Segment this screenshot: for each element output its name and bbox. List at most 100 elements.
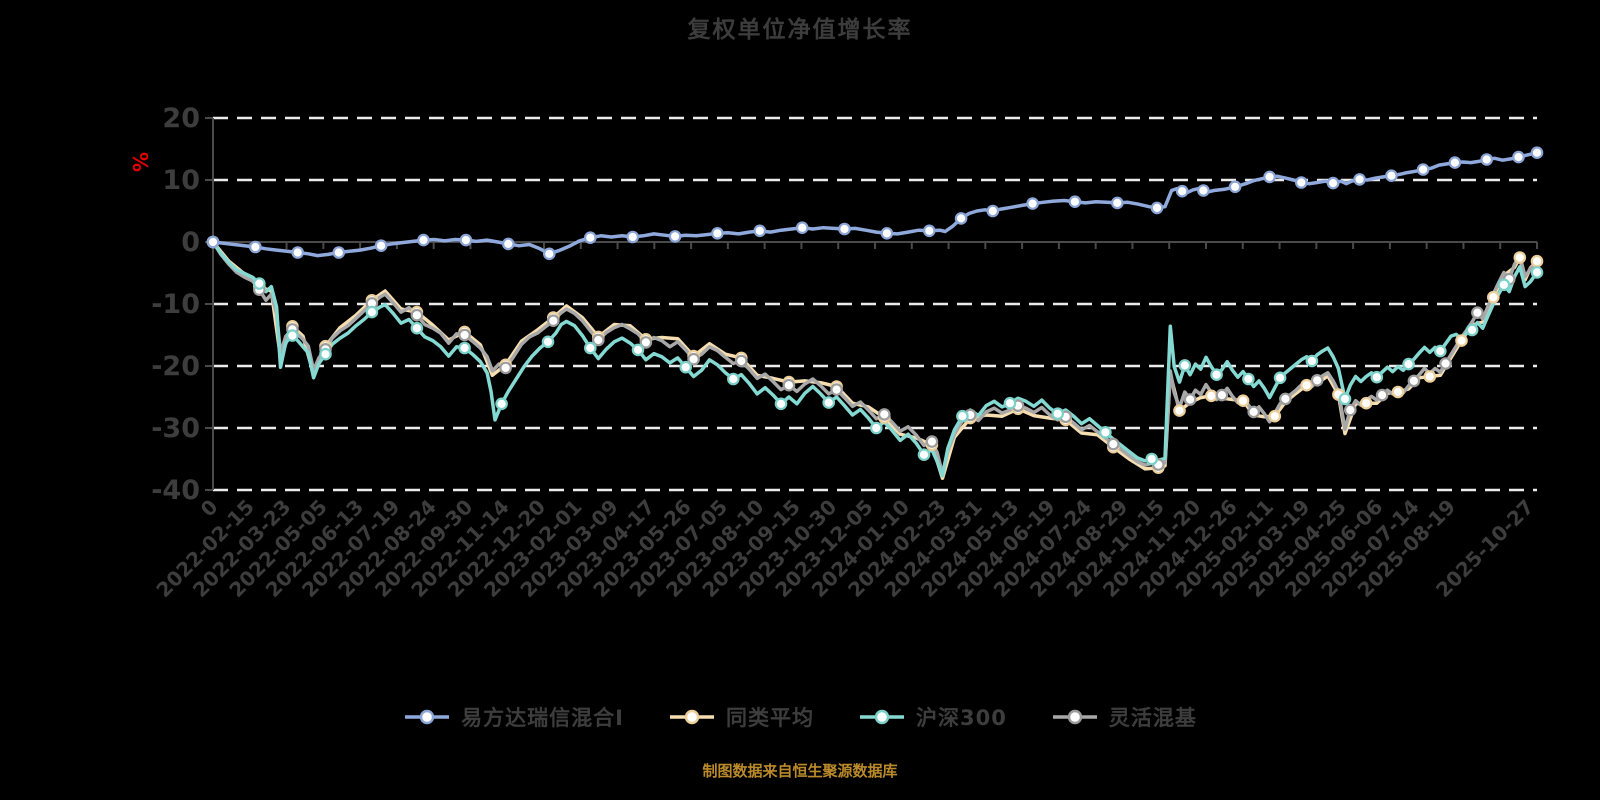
series-marker-2 <box>956 409 969 423</box>
series-marker-2 <box>631 343 645 357</box>
series-marker-0 <box>922 224 936 238</box>
y-axis-unit-label: % <box>129 152 153 172</box>
series-marker-2 <box>1145 452 1158 466</box>
series-marker-0 <box>880 227 894 240</box>
series-marker-0 <box>1197 184 1210 197</box>
series-marker-2 <box>1402 357 1415 371</box>
series-marker-3 <box>458 328 471 342</box>
series-marker-2 <box>1210 368 1223 381</box>
series-marker-3 <box>1344 403 1357 417</box>
series-marker-3 <box>687 352 700 366</box>
series-marker-0 <box>206 235 220 249</box>
page-title: 复权单位净值增长率 <box>687 17 913 43</box>
series-marker-3 <box>877 408 891 421</box>
series-marker-1 <box>1268 409 1282 423</box>
series-marker-3 <box>925 435 939 448</box>
series-marker-3 <box>1279 392 1292 406</box>
series-marker-2 <box>869 421 883 435</box>
series-marker-3 <box>639 336 653 349</box>
series-marker-0 <box>1530 146 1544 159</box>
series-marker-1 <box>1359 396 1373 410</box>
series-marker-1 <box>1391 385 1405 399</box>
series-marker-0 <box>1326 176 1340 190</box>
legend-label: 易方达瑞信混合I <box>461 706 624 730</box>
series-marker-1 <box>1455 334 1468 347</box>
series-marker-1 <box>1487 290 1500 304</box>
series-marker-1 <box>1236 394 1250 407</box>
series-marker-2 <box>1338 392 1352 406</box>
series-marker-2 <box>1051 407 1064 420</box>
series-marker-0 <box>1295 176 1308 189</box>
line-marker-icon <box>405 709 450 725</box>
series-marker-0 <box>1512 150 1525 164</box>
series-marker-0 <box>1068 195 1082 208</box>
series-marker-0 <box>542 247 556 261</box>
legend: 易方达瑞信混合I 同类平均 沪深300 灵活混基 <box>0 702 1600 732</box>
legend-label: 灵活混基 <box>1108 706 1197 730</box>
series-marker-0 <box>417 233 430 247</box>
series-marker-0 <box>583 231 597 244</box>
series-marker-2 <box>1305 354 1319 368</box>
series-marker-3 <box>410 308 424 322</box>
legend-item-fund[interactable]: 易方达瑞信混合I <box>403 702 624 732</box>
y-axis-tick-label: 20 <box>162 103 200 134</box>
legend-item-hs300[interactable]: 沪深300 <box>858 702 1007 732</box>
series-marker-0 <box>459 233 473 247</box>
series-marker-3 <box>734 354 748 368</box>
legend-item-flexible-mixed[interactable]: 灵活混基 <box>1051 702 1197 732</box>
series-marker-1 <box>1423 370 1437 383</box>
series-marker-2 <box>917 448 931 461</box>
legend-label: 沪深300 <box>915 706 1007 730</box>
series-marker-2 <box>726 372 740 386</box>
line-marker-icon <box>859 709 904 725</box>
series-marker-2 <box>319 347 332 361</box>
series-marker-0 <box>668 230 682 243</box>
series-marker-3 <box>1407 374 1421 388</box>
series-marker-2 <box>774 397 788 411</box>
series-marker-0 <box>954 212 968 225</box>
series-marker-3 <box>1310 373 1324 387</box>
series-marker-0 <box>1385 169 1398 182</box>
series-marker-3 <box>1375 388 1389 402</box>
series-marker-0 <box>1111 196 1124 210</box>
series-marker-0 <box>753 224 767 238</box>
series-marker-3 <box>1107 437 1120 451</box>
series-marker-1 <box>1513 251 1527 264</box>
y-axis-tick-label: -40 <box>151 475 200 506</box>
series-marker-3 <box>1471 306 1484 319</box>
series-marker-2 <box>822 396 835 409</box>
series-marker-3 <box>499 361 512 375</box>
series-marker-2 <box>1003 396 1017 410</box>
y-axis-tick-label: -10 <box>151 289 200 320</box>
y-axis-tick-label: -20 <box>151 351 200 382</box>
series-marker-2 <box>1178 359 1192 372</box>
series-marker-0 <box>1228 180 1242 194</box>
series-marker-2 <box>583 341 597 355</box>
series-marker-0 <box>1026 197 1039 210</box>
series-marker-3 <box>546 314 560 327</box>
series-marker-0 <box>374 239 388 252</box>
series-marker-3 <box>1247 405 1260 419</box>
series-line-1 <box>211 240 1539 480</box>
legend-item-peer-average[interactable]: 同类平均 <box>668 702 814 732</box>
series-marker-1 <box>1205 389 1218 403</box>
line-marker-icon <box>1052 709 1097 725</box>
series-line-3 <box>211 240 1539 476</box>
series-marker-2 <box>1242 372 1255 386</box>
y-axis-tick-label: 0 <box>181 227 200 258</box>
series-marker-2 <box>1530 266 1544 279</box>
series-marker-0 <box>986 204 1000 218</box>
series-marker-2 <box>1370 370 1384 384</box>
series-marker-3 <box>1439 357 1452 370</box>
series-marker-2 <box>252 277 266 290</box>
series-marker-0 <box>249 240 262 254</box>
series-marker-3 <box>1183 393 1197 406</box>
series-marker-0 <box>291 246 304 259</box>
series-marker-2 <box>1273 371 1287 385</box>
series-marker-0 <box>1480 153 1493 166</box>
series-marker-2 <box>1434 344 1447 358</box>
series-marker-2 <box>541 335 555 349</box>
series-marker-3 <box>1215 388 1229 402</box>
series-marker-0 <box>1416 163 1430 176</box>
